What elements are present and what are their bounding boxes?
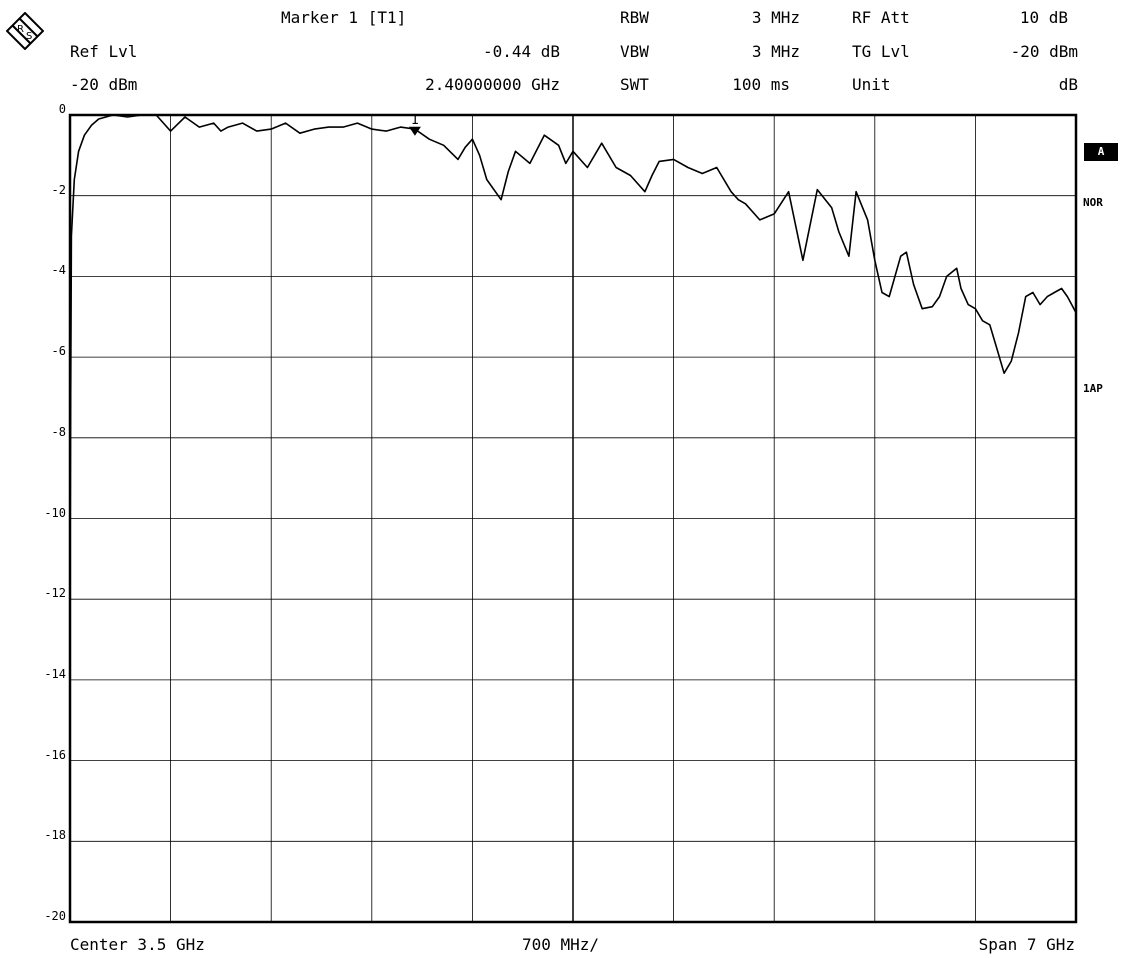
trace-group: [69, 114, 1077, 580]
ref-lvl-value: -20 dBm: [70, 75, 138, 94]
marker-triangle: [408, 126, 421, 136]
unit-value: dB: [1058, 75, 1078, 94]
marker-group: 1: [408, 113, 421, 136]
unit-label: Unit: [852, 75, 891, 94]
rohde-schwarz-logo-icon: R S: [5, 11, 45, 51]
rf-att-label: RF Att: [852, 8, 910, 27]
rbw-value: 3 MHz: [751, 8, 800, 27]
mode-label: NOR: [1083, 196, 1103, 209]
ref-lvl-label: Ref Lvl: [70, 42, 138, 61]
y-tick-label: -8: [51, 424, 66, 439]
swt-value: 100 ms: [732, 75, 790, 94]
trace-a-badge: A: [1084, 143, 1118, 161]
chart-grid: [70, 115, 1076, 922]
logo: R S: [5, 11, 45, 51]
vbw-label: VBW: [620, 42, 649, 61]
y-tick-label: -12: [44, 586, 66, 601]
swt-label: SWT: [620, 75, 649, 94]
tg-lvl-label: TG Lvl: [852, 42, 910, 61]
marker-title: Marker 1 [T1]: [281, 8, 407, 27]
y-tick-label: -10: [44, 505, 66, 520]
marker-label: 1: [411, 113, 419, 128]
marker-frequency: 2.40000000 GHz: [425, 75, 560, 94]
detector-label: 1AP: [1083, 382, 1103, 395]
span: Span 7 GHz: [978, 935, 1075, 954]
tg-lvl-value: -20 dBm: [1010, 42, 1078, 61]
y-tick-label: 0: [58, 102, 66, 116]
plot-frame: [68, 113, 1078, 924]
svg-text:R: R: [17, 24, 24, 35]
rf-att-value: 10 dB: [1019, 8, 1068, 27]
center-frequency: Center 3.5 GHz: [70, 935, 205, 954]
y-tick-label: -18: [44, 828, 66, 843]
vbw-value: 3 MHz: [751, 42, 800, 61]
marker-level: -0.44 dB: [482, 42, 560, 61]
per-division: 700 MHz/: [522, 935, 600, 954]
y-tick-label: -2: [51, 182, 66, 197]
y-tick-label: -4: [51, 263, 66, 278]
y-tick-label: -6: [51, 344, 66, 359]
y-tick-label: -14: [44, 666, 66, 681]
trace-line: [69, 114, 1077, 580]
rbw-label: RBW: [620, 8, 649, 27]
svg-text:S: S: [26, 31, 32, 42]
y-tick-label: -16: [44, 747, 66, 762]
y-tick-label: -20: [44, 909, 66, 923]
